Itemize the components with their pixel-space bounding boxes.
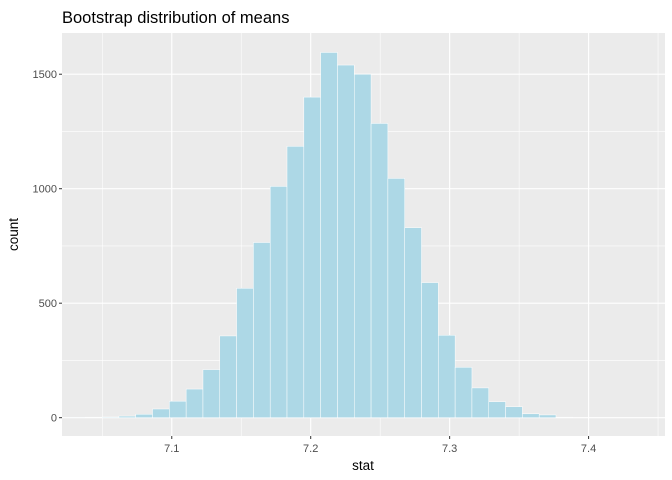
histogram-bar xyxy=(118,415,136,418)
histogram-bar xyxy=(303,96,321,418)
y-tick-label: 0 xyxy=(51,413,57,425)
histogram-bar xyxy=(269,186,288,418)
chart-title: Bootstrap distribution of means xyxy=(62,9,289,27)
histogram-bar xyxy=(286,146,305,418)
x-axis: 7.1 7.2 7.3 7.4 xyxy=(164,436,596,455)
histogram-bar xyxy=(354,73,372,418)
histogram-bar xyxy=(101,416,120,418)
x-tick-label: 7.3 xyxy=(442,443,457,455)
histogram-bar xyxy=(438,335,456,418)
histogram-bars xyxy=(68,52,574,418)
histogram-bar xyxy=(488,401,506,418)
histogram-bar xyxy=(253,242,271,418)
histogram-bar xyxy=(185,388,204,418)
x-axis-title: stat xyxy=(352,458,374,473)
histogram-bar xyxy=(454,367,473,418)
histogram-bar xyxy=(337,64,355,418)
x-tick-label: 7.2 xyxy=(303,443,318,455)
histogram-bar xyxy=(236,288,254,418)
histogram-bar xyxy=(202,369,221,418)
histogram-bar xyxy=(404,227,422,418)
histogram-bar xyxy=(387,178,405,418)
histogram-bar xyxy=(219,335,237,418)
histogram-bar xyxy=(421,282,439,418)
x-tick-label: 7.4 xyxy=(581,443,596,455)
y-tick-label: 1500 xyxy=(33,69,57,81)
y-axis-title: count xyxy=(6,218,21,251)
histogram-bar xyxy=(320,52,338,418)
histogram-bar xyxy=(538,414,557,418)
x-tick-label: 7.1 xyxy=(164,443,179,455)
histogram-bar xyxy=(505,406,523,418)
histogram-bar xyxy=(370,123,389,418)
histogram-bar xyxy=(471,387,490,418)
y-tick-label: 1000 xyxy=(33,184,57,196)
y-tick-label: 500 xyxy=(39,298,57,310)
histogram-bar xyxy=(152,408,170,418)
histogram-bar xyxy=(169,400,187,418)
histogram-bar xyxy=(522,413,540,418)
histogram-bar xyxy=(135,413,153,418)
y-axis: 0 500 1000 1500 xyxy=(33,69,62,425)
